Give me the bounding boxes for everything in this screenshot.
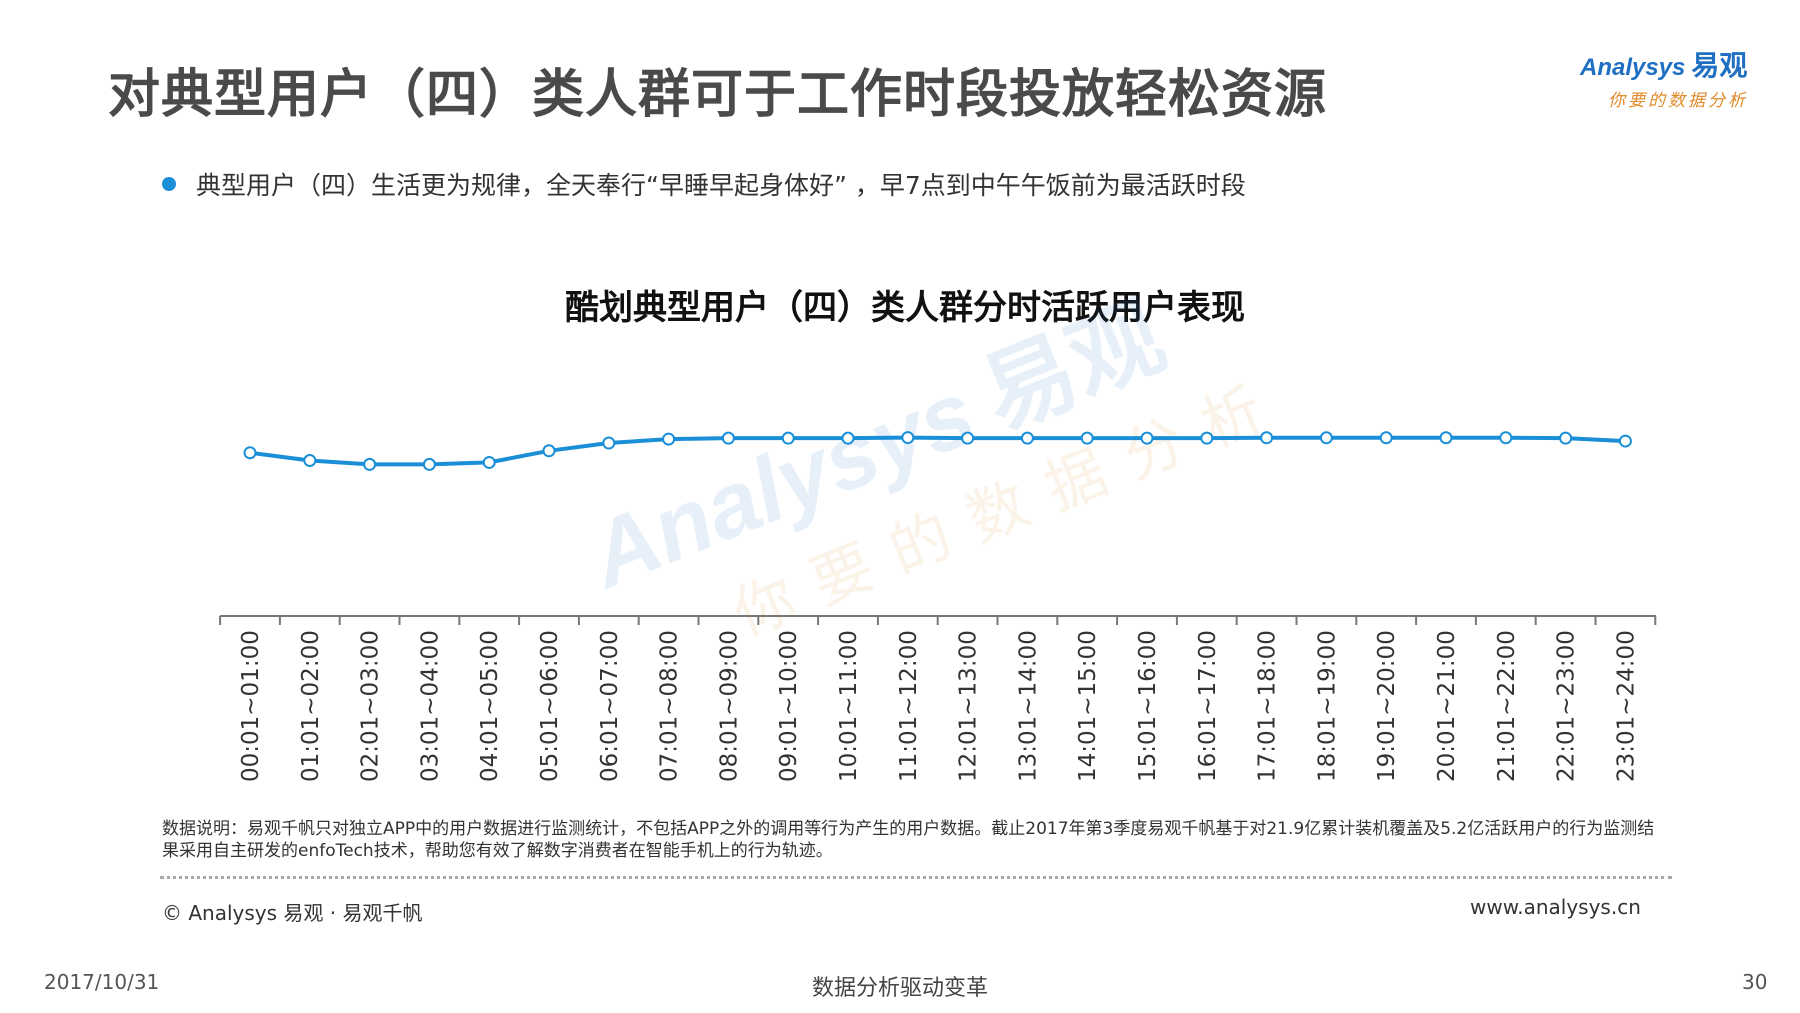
data-point [1140,431,1154,445]
x-tick-label: 15:01~16:00 [1135,630,1161,782]
website-link[interactable]: www.analysys.cn [1470,895,1641,919]
x-tick-label: 03:01~04:00 [417,630,443,782]
slide-date: 2017/10/31 [44,970,160,994]
bullet-dot-icon [162,177,176,191]
bullet-text: 典型用户（四）生活更为规律，全天奉行“早睡早起身体好” ，早7点到中午午饭前为最… [196,171,1246,200]
x-tick-label: 11:01~12:00 [896,630,922,782]
x-tick-label: 23:01~24:00 [1613,630,1639,782]
divider [160,876,1672,879]
data-point [1319,431,1333,445]
series-line [248,435,1628,467]
data-point [1379,431,1393,445]
x-tick-label: 02:01~03:00 [358,630,384,782]
chart-title: 酷划典型用户（四）类人群分时活跃用户表现 [565,288,1245,328]
data-point [1499,431,1513,445]
copyright: © Analysys 易观 · 易观千帆 [162,901,423,925]
x-tick-label: 21:01~22:00 [1494,630,1520,782]
x-tick-label: 01:01~02:00 [298,630,324,782]
logo-wordmark: Analysys 易观 [1580,44,1770,84]
x-tick-label: 00:01~01:00 [238,630,264,782]
logo-cn: 易观 [1691,50,1748,81]
x-tick-label: 07:01~08:00 [657,630,683,782]
page-number: 30 [1742,970,1768,994]
data-point [542,444,556,458]
analysys-logo: Analysys 易观 你要的数据分析 [1580,44,1770,111]
x-tick-label: 12:01~13:00 [956,630,982,782]
data-point [961,431,975,445]
x-tick-label: 19:01~20:00 [1374,630,1400,782]
data-point [1439,431,1453,445]
data-point [1260,431,1274,445]
data-note: 数据说明：易观千帆只对独立APP中的用户数据进行监测统计，不包括APP之外的调用… [162,819,1655,861]
x-tick-label: 08:01~09:00 [716,630,742,782]
x-tick-label: 13:01~14:00 [1015,630,1041,782]
logo-text: Analysys [1580,54,1686,81]
data-point [1559,431,1573,445]
x-tick-label: 05:01~06:00 [537,630,563,782]
data-point [662,432,676,446]
x-tick-label: 17:01~18:00 [1255,630,1281,782]
page-title: 对典型用户（四）类人群可于工作时段投放轻松资源 [108,65,1328,125]
data-point [721,431,735,445]
data-point [901,431,915,445]
data-point [363,457,377,471]
data-point [1020,431,1034,445]
x-tick-label: 20:01~21:00 [1434,630,1460,782]
bullet-point: 典型用户（四）生活更为规律，全天奉行“早睡早起身体好” ，早7点到中午午饭前为最… [162,166,1246,202]
data-point [243,446,257,460]
data-point [422,457,436,471]
footer-slogan: 数据分析驱动变革 [811,976,988,1001]
data-point [1080,431,1094,445]
data-point [1618,434,1632,448]
x-tick-label: 16:01~17:00 [1195,630,1221,782]
x-tick-label: 18:01~19:00 [1314,630,1340,782]
x-tick-label: 22:01~23:00 [1554,630,1580,782]
x-tick-label: 10:01~11:00 [836,630,862,782]
data-point [482,455,496,469]
x-tick-label: 04:01~05:00 [477,630,503,782]
data-point [303,454,317,467]
x-tick-label: 14:01~15:00 [1075,630,1101,782]
data-point [781,431,795,445]
data-point [1200,431,1214,445]
data-point [841,431,855,445]
data-point [602,436,616,450]
x-tick-label: 09:01~10:00 [776,630,802,782]
logo-slogan: 你要的数据分析 [1608,91,1748,111]
x-tick-label: 06:01~07:00 [597,630,623,782]
